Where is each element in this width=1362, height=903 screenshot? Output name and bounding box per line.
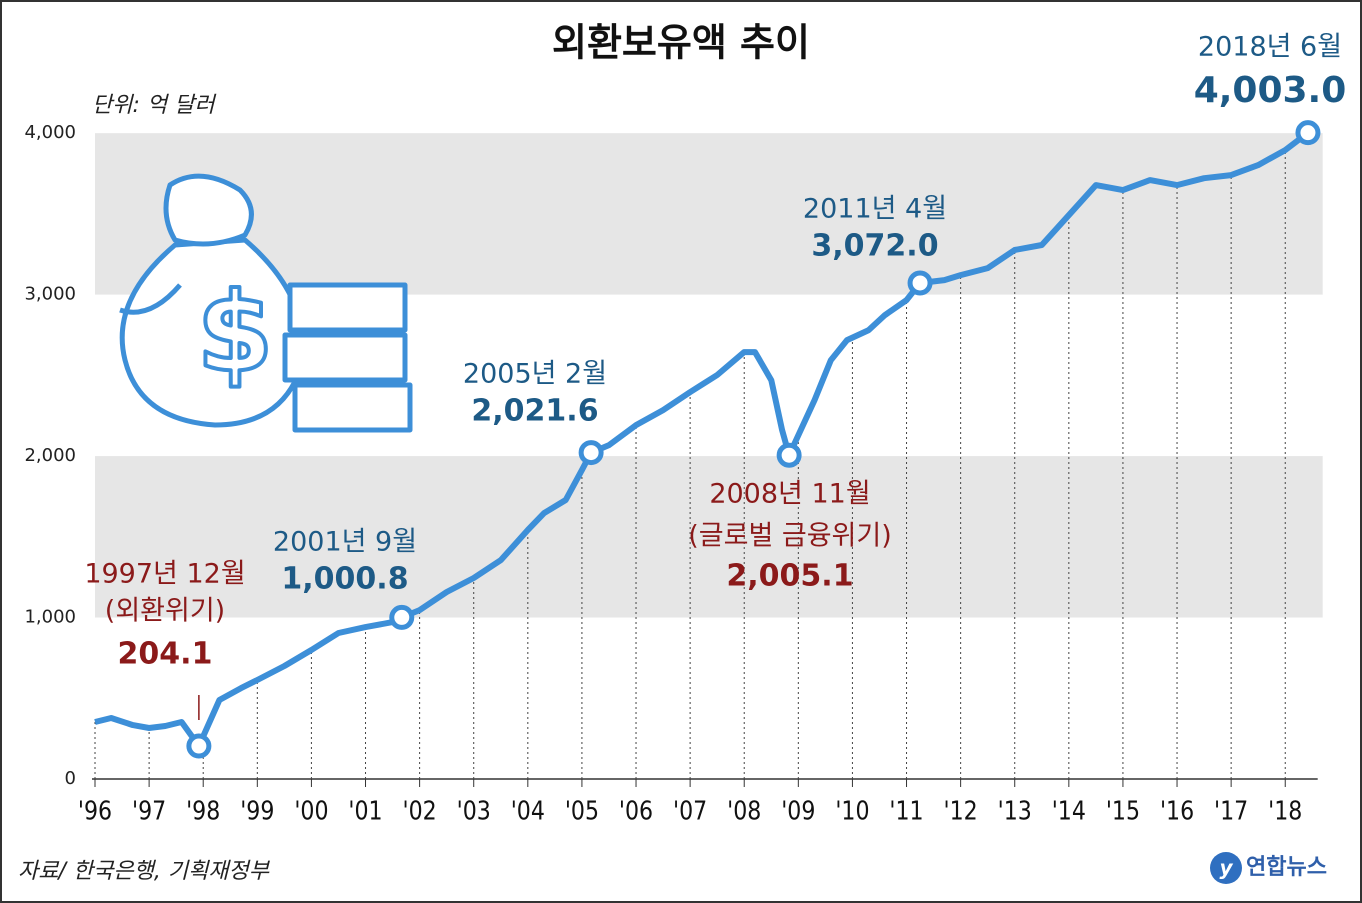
chart-title: 외환보유액 추이 [552,21,810,65]
x-tick-label: '02 [403,796,437,826]
bag-top [163,173,254,247]
x-tick-label: '12 [944,796,978,826]
x-tick-label: '99 [240,796,274,826]
annotation-date: 1997년 12월 [84,559,245,590]
x-tick-label: '11 [889,796,923,826]
highlight-point [776,442,802,468]
highlight-point [1295,120,1321,146]
bag-string [119,283,182,315]
unit-label: 단위: 억 달러 [92,93,216,118]
logo-mark: y [1219,856,1233,880]
x-tick-label: '09 [781,796,815,826]
source: 자료/ 한국은행, 기획재정부 [18,859,271,884]
x-tick-label: '05 [565,796,599,826]
annotation-value: 204.1 [118,637,213,672]
annotation-note: (외환위기) [105,596,225,627]
x-tick-label: '13 [998,796,1032,826]
x-tick-label: '04 [511,796,545,826]
x-tick-label: '06 [619,796,653,826]
annotation-date: 2018년 6월 [1198,32,1342,63]
annotation-date: 2001년 9월 [273,527,417,558]
highlight-point [907,270,933,296]
x-tick-label: '03 [457,796,491,826]
y-tick-label: 4,000 [24,122,76,143]
logo-group: y [1210,852,1242,884]
highlight-point [578,440,604,466]
x-tick-label: '08 [727,796,761,826]
x-tick-label: '00 [294,796,328,826]
x-tick-label: '18 [1268,796,1302,826]
annotation-value: 2,021.6 [471,394,598,429]
line [94,130,1310,749]
annotation-date: 2005년 2월 [463,359,607,390]
x-tick-label: '16 [1160,796,1194,826]
y-tick-label: 2,000 [24,445,76,466]
logo: 연합뉴스 [1246,854,1327,880]
cash-stack [292,382,413,433]
x-tick-label: '97 [132,796,166,826]
x-tick-label: '15 [1106,796,1140,826]
annotation-value: 4,003.0 [1194,70,1347,111]
plot: '96 '97 '98 '99 '00 '01 '02 '03 '04 '05 '06 '07 '08 '… [78,32,1346,827]
annotation-value: 1,000.8 [281,562,408,597]
annotation-value: 2,005.1 [726,559,853,594]
highlight-point [389,604,415,630]
annotation-value: 3,072.0 [811,229,938,264]
x-tick-label: '17 [1214,796,1248,826]
highlight-point [186,733,212,759]
x-tick-label: '98 [186,796,220,826]
y-tick-label: 0 [65,768,76,789]
x-tick-label: '01 [348,796,382,826]
annotation-date: 2008년 11월 [709,479,870,510]
x-tick-label: '10 [835,796,869,826]
annotation-date: 2011년 4월 [803,194,947,225]
dollar-sign: $ [197,268,274,396]
y-tick-label: 3,000 [24,284,76,305]
annotation-note: (글로벌 금융위기) [688,521,892,552]
logo-icon [1210,852,1242,884]
bands [95,133,1323,618]
x-tick-label: '07 [673,796,707,826]
x-tick-label: '96 [78,796,112,826]
grid-band [95,456,1323,618]
money-illustration: $ [119,173,413,433]
cash-stack [287,282,408,333]
y-tick-label: 1,000 [24,607,76,628]
x-tick-label: '14 [1052,796,1086,826]
grid-band [95,133,1323,295]
cash-stack [282,332,408,383]
